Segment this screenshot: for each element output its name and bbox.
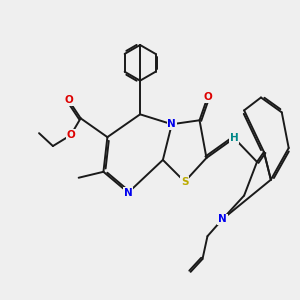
Text: O: O bbox=[203, 92, 212, 103]
Text: N: N bbox=[218, 214, 227, 224]
Text: N: N bbox=[167, 119, 176, 129]
Text: H: H bbox=[230, 133, 239, 143]
Text: O: O bbox=[66, 130, 75, 140]
Text: S: S bbox=[181, 177, 188, 187]
Text: N: N bbox=[124, 188, 133, 198]
Text: O: O bbox=[64, 95, 73, 106]
